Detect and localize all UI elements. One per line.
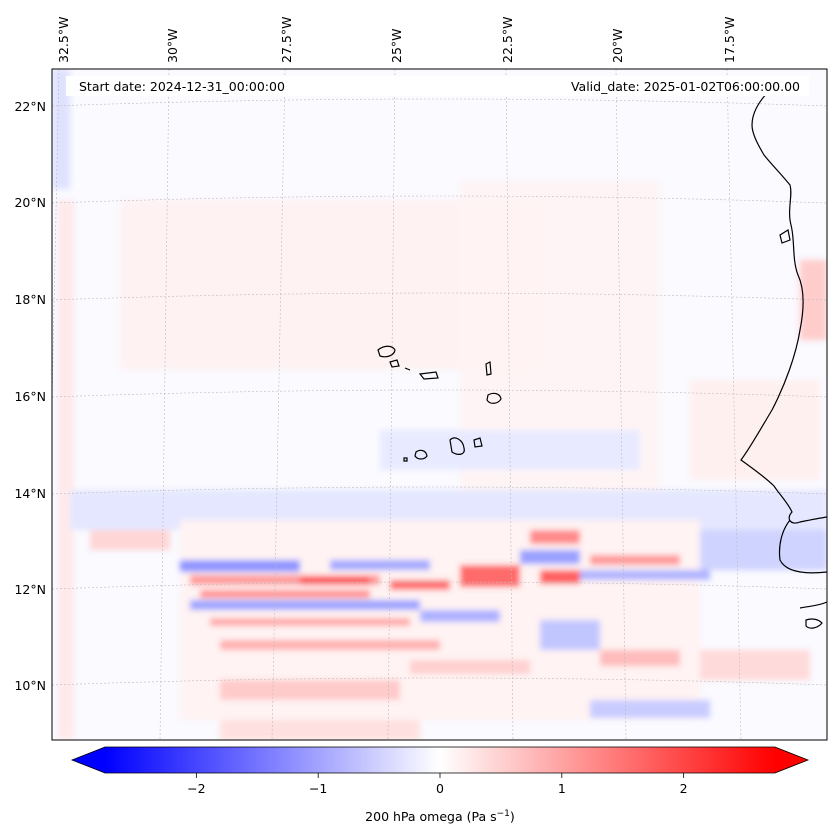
lon-label: 25°W <box>389 28 404 63</box>
lat-label: 12°N <box>14 582 46 597</box>
lat-label: 20°N <box>14 195 46 210</box>
colorbar-tick-label: −2 <box>187 781 205 796</box>
africa-coastline <box>740 89 827 524</box>
colorbar-tick-label: −1 <box>309 781 327 796</box>
colorbar-label: 200 hPa omega (Pa s−1) <box>365 809 515 824</box>
colorbar-tick-label: 2 <box>680 781 688 796</box>
lat-label: 10°N <box>14 678 46 693</box>
colorbar-variable: 200 hPa omega <box>365 809 462 824</box>
start-date-label: Start date: 2024-12-31_00:00:00 <box>79 79 285 94</box>
lon-label: 20°W <box>610 28 625 63</box>
lon-label: 27.5°W <box>279 17 294 63</box>
latitude-labels: 22°N 20°N 18°N 16°N 14°N 12°N 10°N <box>14 99 46 693</box>
lon-label: 22.5°W <box>500 17 515 63</box>
lat-label: 14°N <box>14 486 46 501</box>
lon-label: 32.5°W <box>56 17 71 63</box>
senegal-coast <box>778 519 827 574</box>
colorbar-extend-high <box>775 747 808 773</box>
guinea-bissau-coast <box>799 601 827 609</box>
map-panel: Start date: 2024-12-31_00:00:00 Valid_da… <box>51 68 828 741</box>
colorbar-units-exponent: −1 <box>497 809 510 819</box>
lat-label: 18°N <box>14 292 46 307</box>
date-header-bar <box>66 76 809 96</box>
coastlines <box>377 89 827 629</box>
colorbar: −2 −1 0 1 2 200 hPa omega (Pa s−1) <box>70 746 810 824</box>
lat-label: 16°N <box>14 389 46 404</box>
cape-verde-islands <box>377 345 396 358</box>
colorbar-extend-low <box>72 747 105 773</box>
colorbar-tick-label: 0 <box>436 781 444 796</box>
lon-label: 17.5°W <box>722 17 737 63</box>
colorbar-ticks: −2 −1 0 1 2 <box>187 773 688 796</box>
colorbar-units: Pa s <box>472 809 497 824</box>
valid-date-label: Valid_date: 2025-01-02T06:00:00.00 <box>571 79 800 94</box>
lon-label: 30°W <box>165 28 180 63</box>
lat-label: 22°N <box>14 99 46 114</box>
colorbar-tick-label: 1 <box>558 781 566 796</box>
longitude-labels: 32.5°W 30°W 27.5°W 25°W 22.5°W 20°W 17.5… <box>56 17 737 63</box>
colorbar-outline <box>70 746 810 774</box>
map-frame <box>51 68 828 741</box>
colorbar-body <box>105 747 775 773</box>
graticule <box>52 69 827 740</box>
